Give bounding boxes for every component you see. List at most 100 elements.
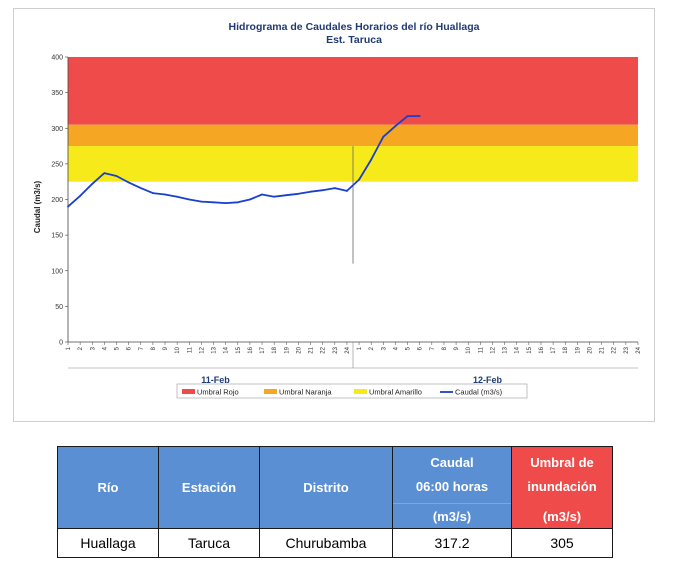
- header-estacion: Estación: [158, 446, 260, 529]
- header-caudal: Caudal 06:00 horas (m3/s): [392, 446, 512, 529]
- x-tick-label-3: 4: [102, 346, 108, 350]
- legend-label-2: Umbral Amarillo: [369, 388, 422, 397]
- data-point-15: [249, 198, 251, 201]
- x-tick-label-4: 5: [115, 346, 121, 350]
- data-point-29: [418, 115, 421, 117]
- x-tick-label-40: 17: [551, 346, 557, 353]
- x-tick-label-22: 23: [333, 346, 339, 353]
- cell-estacion: Taruca: [158, 528, 260, 558]
- data-point-16: [261, 193, 263, 196]
- x-tick-label-42: 19: [575, 346, 581, 353]
- x-tick-label-17: 18: [272, 346, 278, 353]
- data-point-25: [370, 158, 373, 161]
- data-point-10: [188, 198, 191, 201]
- threshold-band-0: [68, 57, 638, 125]
- x-tick-label-32: 9: [454, 346, 460, 350]
- data-point-8: [164, 193, 166, 196]
- table-row: Huallaga Taruca Churubamba 317.2 305: [57, 528, 613, 558]
- header-umbral-line2: inundación: [527, 479, 597, 494]
- data-point-22: [333, 187, 336, 190]
- x-tick-label-26: 3: [381, 346, 387, 350]
- x-tick-label-39: 16: [539, 346, 545, 353]
- chart-frame: Hidrograma de Caudales Horarios del río …: [13, 8, 655, 422]
- x-tick-label-46: 23: [624, 346, 630, 353]
- x-tick-label-31: 8: [442, 346, 448, 350]
- x-tick-label-11: 12: [199, 346, 205, 353]
- x-tick-label-10: 11: [187, 346, 193, 353]
- day-label-0: 11-Feb: [201, 375, 230, 385]
- x-tick-label-25: 2: [369, 346, 375, 350]
- legend-label-3: Caudal (m3/s): [455, 388, 503, 397]
- header-umbral-unit: (m3/s): [512, 503, 612, 528]
- data-point-26: [382, 135, 385, 138]
- x-tick-label-36: 13: [503, 346, 509, 353]
- x-tick-label-14: 15: [236, 346, 242, 353]
- series-line-0: [67, 115, 420, 208]
- y-tick-label-8: 400: [51, 55, 63, 62]
- x-tick-label-29: 6: [418, 346, 424, 350]
- y-tick-label-3: 150: [51, 233, 63, 240]
- x-tick-label-9: 10: [175, 346, 181, 353]
- x-tick-label-13: 14: [224, 346, 230, 353]
- y-tick-label-6: 300: [51, 126, 63, 133]
- x-tick-label-27: 4: [393, 346, 399, 350]
- legend-label-1: Umbral Naranja: [279, 388, 332, 397]
- data-point-28: [406, 115, 409, 118]
- y-axis-label: Caudal (m3/s): [33, 180, 42, 233]
- data-point-21: [321, 189, 324, 192]
- y-tick-label-0: 0: [59, 340, 63, 347]
- x-tick-label-41: 18: [563, 346, 569, 353]
- legend-box: [176, 383, 528, 399]
- header-distrito: Distrito: [259, 446, 393, 529]
- info-table: Río Estación Distrito Caudal 06:00 horas…: [57, 446, 613, 558]
- data-point-17: [273, 195, 276, 198]
- legend-swatch-0: [182, 389, 195, 394]
- data-point-7: [151, 192, 154, 194]
- data-point-18: [285, 194, 288, 197]
- header-umbral: Umbral de inundación (m3/s): [511, 446, 613, 529]
- data-point-20: [309, 190, 312, 193]
- x-tick-label-35: 12: [490, 346, 496, 353]
- x-tick-label-18: 19: [284, 346, 290, 353]
- x-tick-label-37: 14: [515, 346, 521, 353]
- cell-distrito: Churubamba: [259, 528, 393, 558]
- cell-umbral: 305: [511, 528, 613, 558]
- y-tick-label-1: 50: [55, 304, 63, 311]
- data-point-9: [176, 195, 179, 198]
- data-point-3: [103, 172, 106, 175]
- data-point-2: [91, 182, 94, 185]
- y-tick-label-4: 200: [51, 197, 63, 204]
- x-tick-label-33: 10: [466, 346, 472, 353]
- x-tick-label-24: 1: [357, 346, 363, 350]
- data-point-5: [127, 181, 130, 184]
- data-point-27: [394, 125, 397, 128]
- x-tick-label-20: 21: [309, 346, 315, 353]
- x-tick-label-38: 15: [527, 346, 533, 353]
- x-tick-label-6: 7: [139, 346, 145, 350]
- x-tick-label-34: 11: [478, 346, 484, 353]
- data-point-11: [200, 200, 203, 203]
- x-tick-label-19: 20: [296, 346, 302, 353]
- x-tick-label-47: 24: [636, 346, 642, 353]
- x-tick-label-0: 1: [66, 346, 72, 350]
- chart-subtitle: Est. Taruca: [326, 34, 382, 46]
- x-tick-label-5: 6: [127, 346, 133, 350]
- data-point-1: [79, 195, 82, 197]
- data-point-4: [115, 175, 118, 177]
- x-tick-label-7: 8: [151, 346, 157, 350]
- chart-title: Hidrograma de Caudales Horarios del río …: [229, 21, 480, 33]
- x-tick-label-16: 17: [260, 346, 266, 353]
- hydrograph-chart: Hidrograma de Caudales Horarios del río …: [33, 21, 642, 399]
- header-caudal-line1: Caudal: [430, 455, 474, 470]
- data-point-14: [236, 201, 239, 204]
- x-tick-label-45: 22: [612, 346, 618, 353]
- data-point-19: [297, 192, 300, 195]
- data-point-13: [224, 202, 227, 204]
- x-tick-label-21: 22: [321, 346, 327, 353]
- header-caudal-line2: 06:00 horas: [415, 479, 489, 494]
- legend-label-0: Umbral Rojo: [197, 388, 239, 397]
- cell-rio: Huallaga: [57, 528, 159, 558]
- table-header-row: Río Estación Distrito Caudal 06:00 horas…: [57, 446, 613, 529]
- x-tick-label-28: 5: [406, 346, 412, 350]
- x-tick-label-30: 7: [430, 346, 436, 350]
